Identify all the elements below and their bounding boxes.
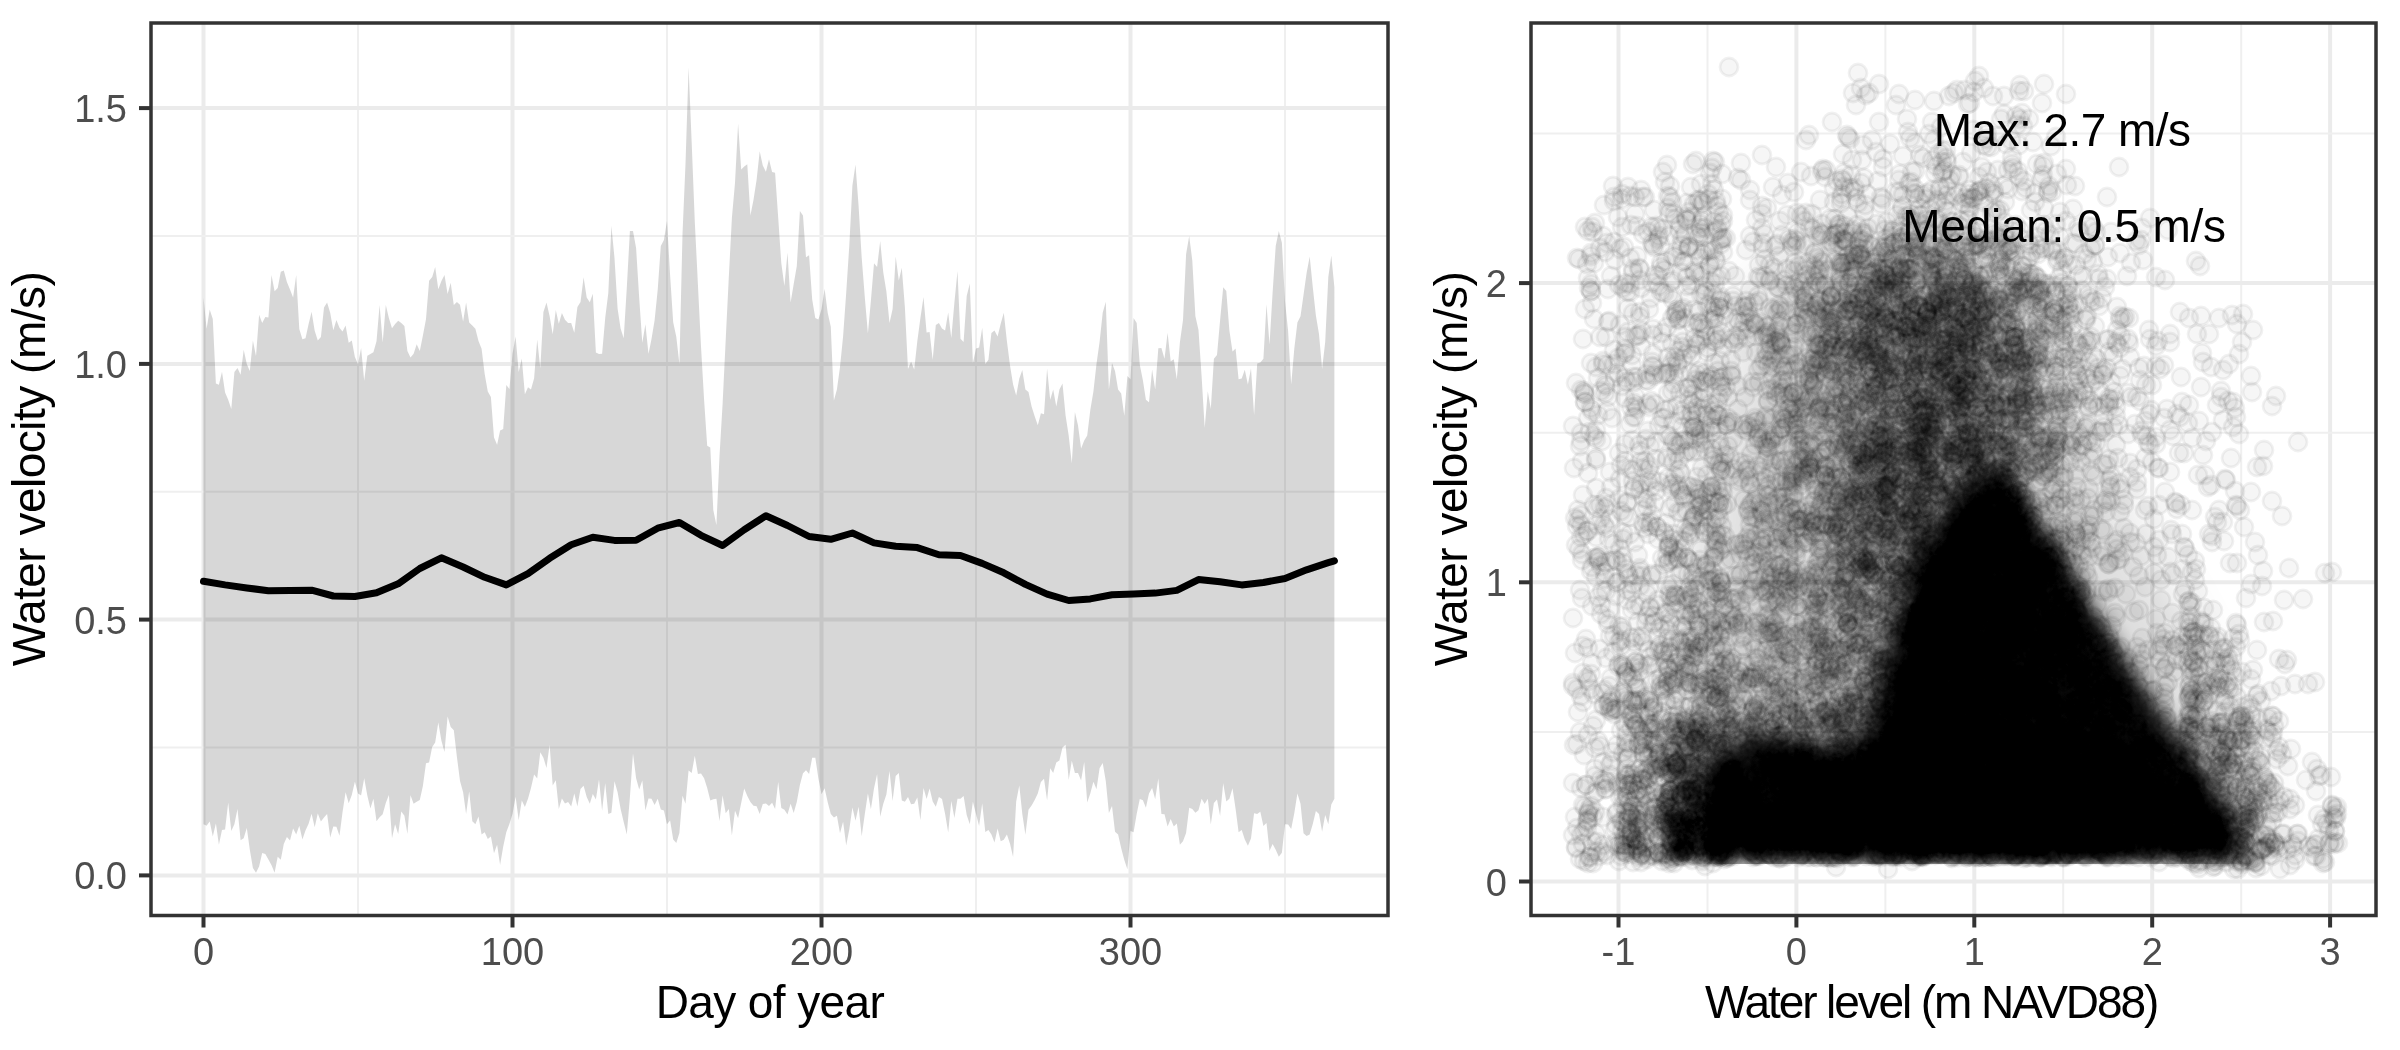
svg-text:Water velocity (m/s): Water velocity (m/s) <box>3 272 55 667</box>
svg-text:200: 200 <box>790 931 853 973</box>
svg-text:0.5: 0.5 <box>74 600 127 642</box>
svg-text:1.5: 1.5 <box>74 88 127 130</box>
svg-text:1: 1 <box>1964 931 1985 973</box>
svg-text:0: 0 <box>193 931 214 973</box>
svg-text:2: 2 <box>1486 263 1507 305</box>
svg-text:Water velocity (m/s): Water velocity (m/s) <box>1425 272 1477 667</box>
svg-text:Median: 0.5 m/s: Median: 0.5 m/s <box>1902 200 2226 252</box>
svg-text:100: 100 <box>481 931 544 973</box>
svg-text:1: 1 <box>1486 562 1507 604</box>
svg-text:0: 0 <box>1786 931 1807 973</box>
svg-text:1.0: 1.0 <box>74 344 127 386</box>
svg-text:Day of year: Day of year <box>656 976 885 1028</box>
svg-text:300: 300 <box>1099 931 1162 973</box>
svg-text:-1: -1 <box>1602 931 1636 973</box>
svg-text:3: 3 <box>2320 931 2341 973</box>
svg-text:0.0: 0.0 <box>74 855 127 897</box>
svg-text:2: 2 <box>2142 931 2163 973</box>
svg-text:Water level (m NAVD88): Water level (m NAVD88) <box>1705 976 2157 1028</box>
svg-text:Max: 2.7 m/s: Max: 2.7 m/s <box>1934 104 2191 156</box>
svg-text:0: 0 <box>1486 862 1507 904</box>
